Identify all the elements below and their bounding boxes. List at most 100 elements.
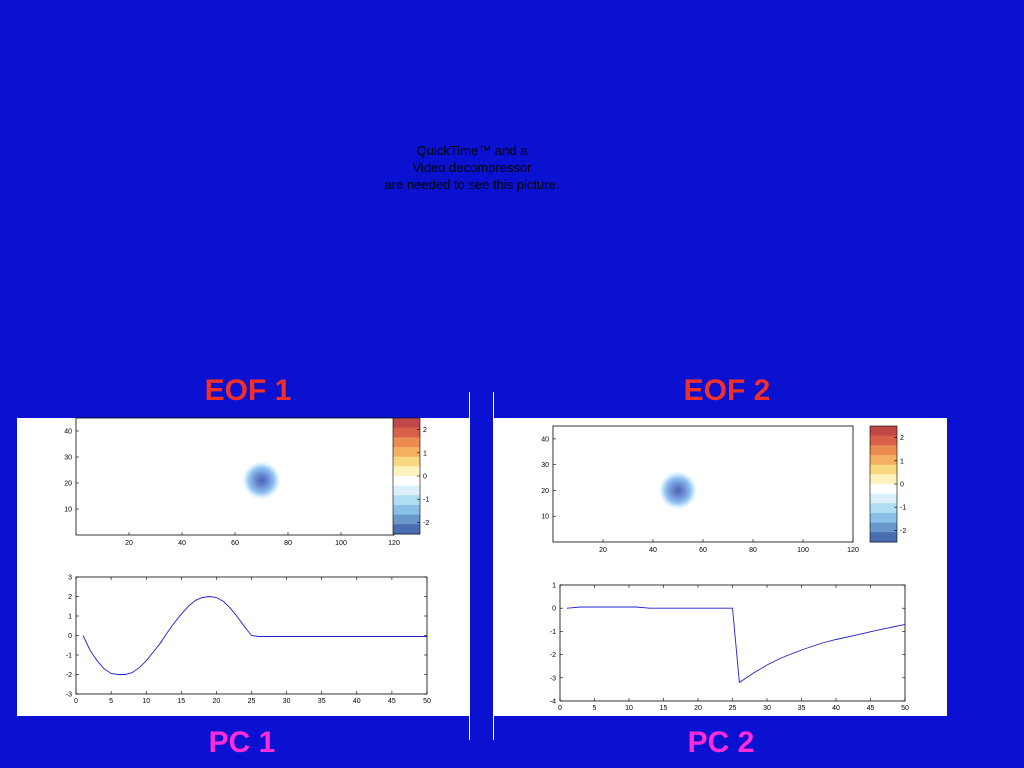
quicktime-line-2: Video decompressor bbox=[412, 160, 532, 175]
eof2-ytick-label: 30 bbox=[541, 462, 549, 469]
eof2-ytick-label: 40 bbox=[541, 436, 549, 443]
pc1-xtick-label: 30 bbox=[283, 698, 291, 705]
eof2-colorbar-tick-label: 0 bbox=[900, 482, 904, 489]
eof2-map-frame bbox=[552, 425, 854, 543]
pc2-plot-frame bbox=[559, 584, 906, 702]
pc1-xtick-label: 45 bbox=[388, 698, 396, 705]
eof2-colorbar-segment bbox=[870, 493, 897, 504]
eof2-title: EOF 2 bbox=[683, 374, 771, 407]
eof2-colorbar: 2 1 0 -1 -2 bbox=[869, 425, 906, 543]
pc2-xtick-label: 20 bbox=[694, 705, 702, 712]
eof1-colorbar-tick-label: 2 bbox=[423, 427, 427, 434]
eof2-xtick-label: 20 bbox=[599, 547, 607, 554]
eof2-colorbar-segment bbox=[870, 503, 897, 514]
pc2-series-line bbox=[566, 606, 906, 684]
eof1-xtick-label: 20 bbox=[125, 540, 133, 547]
eof1-ytick-label: 10 bbox=[64, 507, 72, 514]
eof1-xtick-label: 120 bbox=[388, 540, 400, 547]
pc1-ytick-label: -1 bbox=[66, 653, 72, 660]
right-figure-panel: 20 40 60 80 100 120 10 20 30 40 2 1 0 -1 -2 0 5 10 15 20 2… bbox=[494, 418, 947, 716]
eof1-xtick-label: 100 bbox=[335, 540, 347, 547]
pc1-ytick-label: 1 bbox=[68, 614, 72, 621]
eof1-colorbar-segment bbox=[393, 495, 420, 506]
eof1-colorbar-segment bbox=[393, 524, 420, 535]
pc2-xtick-label: 25 bbox=[729, 705, 737, 712]
divider-line-right bbox=[493, 392, 494, 740]
eof2-colorbar-tick-label: 2 bbox=[900, 435, 904, 442]
pc1-title: PC 1 bbox=[208, 726, 276, 759]
eof2-colorbar-segment bbox=[870, 455, 897, 466]
pc2-xtick-label: 0 bbox=[558, 705, 562, 712]
eof1-colorbar-segment bbox=[393, 476, 420, 487]
eof1-colorbar-tick-label: 1 bbox=[423, 450, 427, 457]
pc2-xtick-label: 40 bbox=[832, 705, 840, 712]
eof1-colorbar-segment bbox=[393, 466, 420, 477]
eof2-colorbar-segment bbox=[870, 426, 897, 437]
pc2-ytick-label: -4 bbox=[550, 699, 556, 706]
pc1-xtick-label: 20 bbox=[213, 698, 221, 705]
divider-line-left bbox=[469, 392, 470, 740]
eof1-colorbar-segment bbox=[393, 485, 420, 496]
quicktime-line-3: are needed to see this picture. bbox=[384, 177, 560, 192]
eof1-colorbar-segment bbox=[393, 514, 420, 525]
pc2-xtick-label: 50 bbox=[901, 705, 909, 712]
eof2-ytick-label: 10 bbox=[541, 514, 549, 521]
eof2-colorbar-tick-label: 1 bbox=[900, 458, 904, 465]
eof1-colorbar-segment bbox=[393, 418, 420, 429]
eof2-colorbar-segment bbox=[870, 513, 897, 524]
eof1-colorbar-segment bbox=[393, 427, 420, 438]
pc2-title: PC 2 bbox=[687, 726, 755, 759]
pc2-ytick-label: 0 bbox=[552, 606, 556, 613]
pc2-xtick-label: 5 bbox=[593, 705, 597, 712]
eof2-colorbar-segment bbox=[870, 464, 897, 475]
eof1-xtick-label: 40 bbox=[178, 540, 186, 547]
eof2-colorbar-segment bbox=[870, 445, 897, 456]
pc1-xtick-label: 15 bbox=[177, 698, 185, 705]
eof2-colorbar-segment bbox=[870, 474, 897, 485]
eof1-ytick-label: 40 bbox=[64, 429, 72, 436]
eof2-xtick-label: 100 bbox=[797, 547, 809, 554]
pc1-series-line bbox=[82, 596, 427, 675]
pc2-ytick-label: -2 bbox=[550, 652, 556, 659]
pc2-xtick-label: 15 bbox=[660, 705, 668, 712]
eof2-xtick-label: 80 bbox=[749, 547, 757, 554]
eof2-map: 20 40 60 80 100 120 10 20 30 40 bbox=[541, 425, 859, 554]
pc1-ytick-label: -2 bbox=[66, 672, 72, 679]
pc2-ytick-label: -1 bbox=[550, 629, 556, 636]
pc1-xtick-label: 35 bbox=[318, 698, 326, 705]
pc1-xtick-label: 5 bbox=[109, 698, 113, 705]
pc2-xtick-label: 30 bbox=[763, 705, 771, 712]
pc1-ytick-label: 3 bbox=[68, 575, 72, 582]
eof2-colorbar-segment bbox=[870, 484, 897, 495]
eof1-map: 20 40 60 80 100 120 10 20 30 40 bbox=[64, 417, 400, 547]
pc1-xtick-label: 50 bbox=[423, 698, 431, 705]
quicktime-line-1: QuickTime™ and a bbox=[416, 143, 528, 158]
eof1-anomaly-blob bbox=[242, 461, 281, 500]
pc2-xtick-label: 45 bbox=[867, 705, 875, 712]
eof1-colorbar-segment bbox=[393, 447, 420, 458]
eof1-colorbar-segment bbox=[393, 505, 420, 516]
eof1-colorbar-segment bbox=[393, 456, 420, 467]
pc1-xtick-label: 40 bbox=[353, 698, 361, 705]
eof2-xtick-label: 120 bbox=[847, 547, 859, 554]
eof1-colorbar-tick-label: 0 bbox=[423, 474, 427, 481]
eof2-colorbar-tick-label: -1 bbox=[900, 505, 906, 512]
eof1-map-frame bbox=[75, 417, 395, 536]
eof1-xtick-label: 80 bbox=[284, 540, 292, 547]
pc2-ytick-label: 1 bbox=[552, 583, 556, 590]
eof1-colorbar-segment bbox=[393, 437, 420, 448]
pc2-xtick-label: 35 bbox=[798, 705, 806, 712]
eof1-colorbar: 2 1 0 -1 -2 bbox=[392, 417, 429, 535]
pc2-ytick-label: -3 bbox=[550, 675, 556, 682]
pc2-xtick-label: 10 bbox=[625, 705, 633, 712]
eof1-title: EOF 1 bbox=[204, 374, 292, 407]
left-figure-panel: 20 40 60 80 100 120 10 20 30 40 2 1 0 -1 -2 0 5 10 15 20 2… bbox=[17, 417, 469, 716]
eof1-xtick-label: 60 bbox=[231, 540, 239, 547]
eof1-ytick-label: 20 bbox=[64, 481, 72, 488]
eof2-xtick-label: 40 bbox=[649, 547, 657, 554]
quicktime-placeholder-message: QuickTime™ and a Video decompressor are … bbox=[352, 142, 592, 193]
